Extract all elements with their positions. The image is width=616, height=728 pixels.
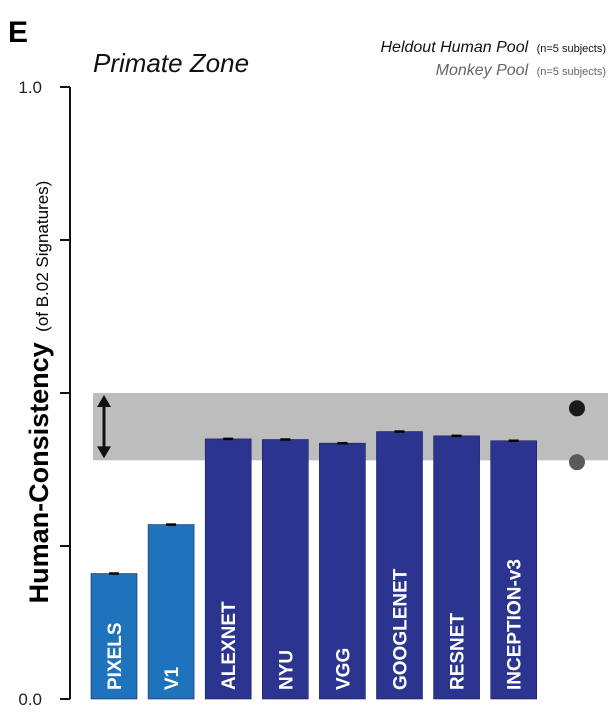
legend-human-detail: (n=5 subjects)	[537, 43, 606, 55]
legend-monkey-name: Monkey Pool	[436, 62, 529, 79]
y-axis-title: Human-Consistency (of B.02 Signatures)	[24, 181, 54, 604]
bar-label-inception-v3: INCEPTION-v3	[505, 559, 526, 690]
bar-vgg	[319, 442, 366, 700]
y-axis: 0.0 1.0	[18, 78, 71, 709]
primate-zone-arrowhead-top	[97, 395, 111, 407]
primate-zone-label: Primate Zone	[93, 48, 249, 78]
bar-label-alexnet: ALEXNET	[219, 601, 240, 690]
y-tick-label: 0.0	[18, 690, 42, 709]
bar-label-nyu: NYU	[276, 650, 297, 690]
monkey-pool-point	[569, 454, 585, 471]
reference-points	[569, 400, 585, 471]
legend-monkey-detail: (n=5 subjects)	[537, 66, 606, 78]
bar-label-resnet: RESNET	[448, 613, 469, 690]
primate-zone-arrowhead-bottom	[97, 446, 111, 459]
bar-nyu	[261, 439, 309, 700]
legend-human-name: Heldout Human Pool	[381, 39, 529, 56]
bars-layer: PIXELS V1 ALEXNET NYU VGG GOOGLENET RESNET INCE…	[90, 430, 538, 700]
bar-label-pixels: PIXELS	[105, 622, 126, 690]
bar-pixels	[90, 573, 138, 700]
y-axis-title-sub: (of B.02 Signatures)	[33, 181, 52, 332]
bar-label-v1: V1	[162, 666, 183, 690]
legend-monkey: Monkey Pool (n=5 subjects)	[436, 62, 606, 79]
panel-letter: E	[8, 16, 28, 49]
y-tick-label: 1.0	[18, 78, 42, 97]
legend-human: Heldout Human Pool (n=5 subjects)	[381, 39, 607, 56]
y-axis-title-main: Human-Consistency	[24, 342, 54, 603]
bar-label-googlenet: GOOGLENET	[391, 568, 412, 690]
bar-inception-v3	[490, 440, 538, 700]
human-pool-point	[569, 400, 585, 417]
bar-alexnet	[204, 438, 252, 700]
bar-googlenet	[376, 431, 423, 700]
bar-v1	[147, 524, 195, 700]
bar-label-vgg: VGG	[333, 648, 354, 690]
bar-resnet	[433, 435, 480, 700]
legend: Heldout Human Pool (n=5 subjects) Monkey…	[381, 39, 607, 79]
